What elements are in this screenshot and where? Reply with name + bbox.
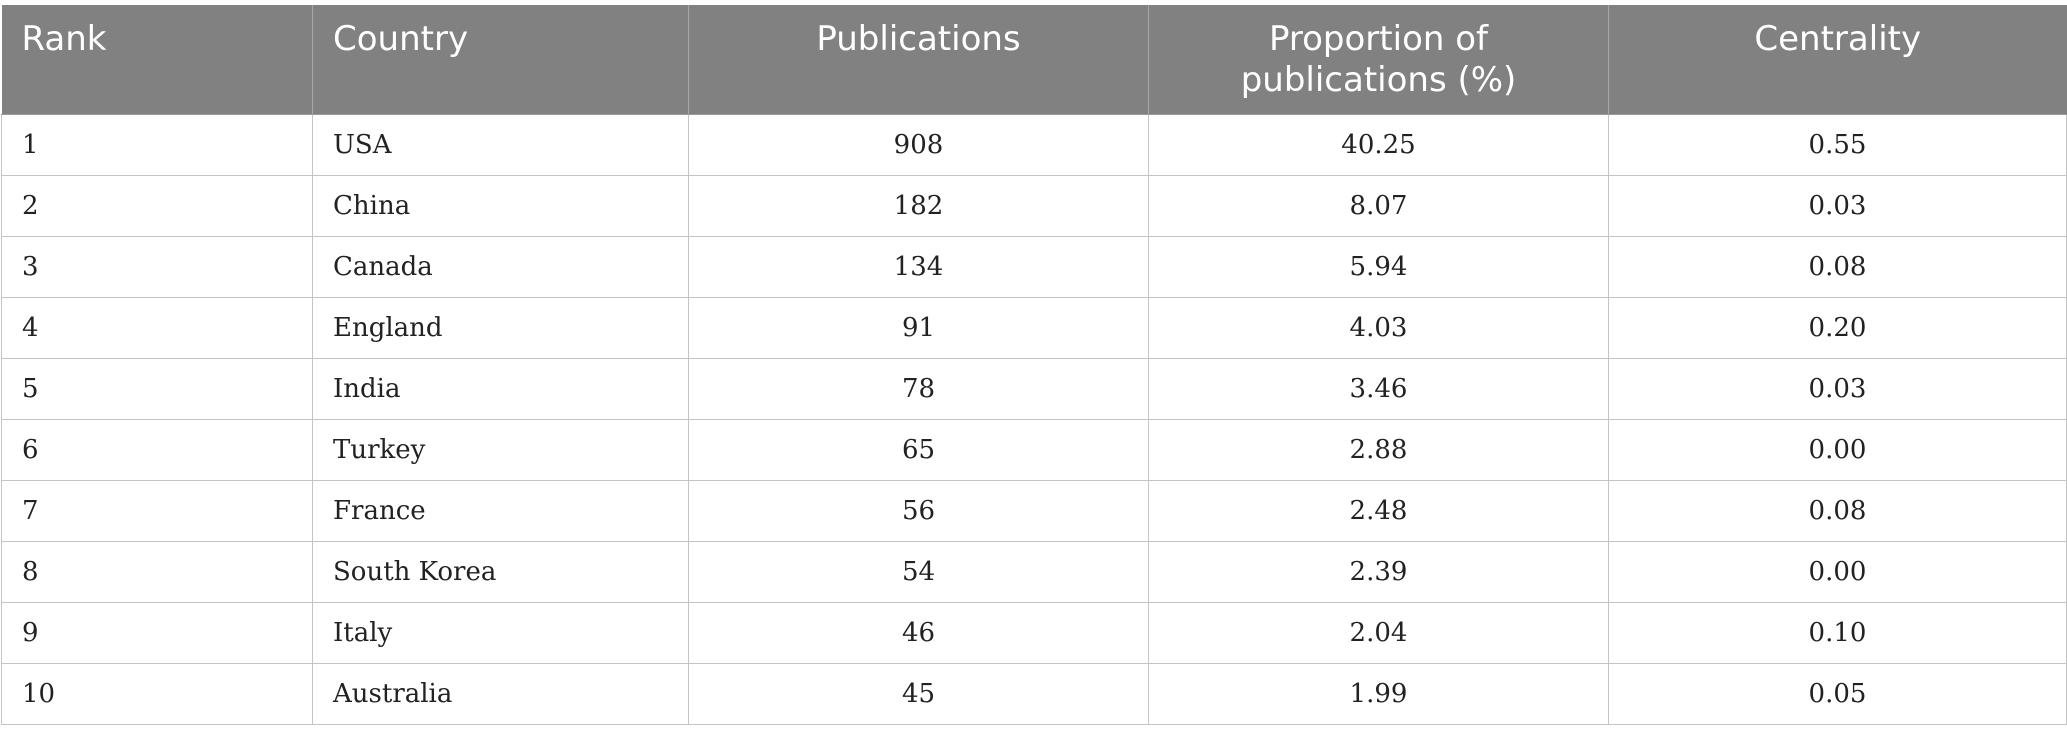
table-row: 6 Turkey 65 2.88 0.00 <box>1 418 2067 481</box>
cell-proportion: 2.04 <box>1148 601 1609 664</box>
cell-rank: 4 <box>1 296 313 359</box>
header-row: Rank Country Publications Proportion of p… <box>1 5 2067 115</box>
table-row: 3 Canada 134 5.94 0.08 <box>1 235 2067 298</box>
cell-centrality: 0.10 <box>1608 601 2067 664</box>
cell-centrality: 0.03 <box>1608 174 2067 237</box>
table-row: 5 India 78 3.46 0.03 <box>1 357 2067 420</box>
table-header: Rank Country Publications Proportion of p… <box>1 5 2067 115</box>
cell-centrality: 0.08 <box>1608 479 2067 542</box>
cell-centrality: 0.20 <box>1608 296 2067 359</box>
cell-proportion: 1.99 <box>1148 662 1609 725</box>
cell-country: South Korea <box>312 540 689 603</box>
cell-centrality: 0.05 <box>1608 662 2067 725</box>
cell-proportion: 4.03 <box>1148 296 1609 359</box>
cell-rank: 5 <box>1 357 313 420</box>
cell-rank: 3 <box>1 235 313 298</box>
cell-publications: 908 <box>688 113 1149 176</box>
cell-proportion: 2.39 <box>1148 540 1609 603</box>
table-row: 7 France 56 2.48 0.08 <box>1 479 2067 542</box>
table-row: 10 Australia 45 1.99 0.05 <box>1 662 2067 725</box>
cell-publications: 65 <box>688 418 1149 481</box>
cell-proportion: 8.07 <box>1148 174 1609 237</box>
header-publications: Publications <box>688 5 1149 115</box>
cell-country: Turkey <box>312 418 689 481</box>
cell-proportion: 3.46 <box>1148 357 1609 420</box>
table-row: 1 USA 908 40.25 0.55 <box>1 113 2067 176</box>
cell-rank: 1 <box>1 113 313 176</box>
cell-centrality: 0.00 <box>1608 418 2067 481</box>
cell-country: France <box>312 479 689 542</box>
cell-publications: 134 <box>688 235 1149 298</box>
cell-publications: 56 <box>688 479 1149 542</box>
cell-centrality: 0.03 <box>1608 357 2067 420</box>
cell-country: China <box>312 174 689 237</box>
cell-publications: 91 <box>688 296 1149 359</box>
cell-country: Australia <box>312 662 689 725</box>
country-publications-table-container: Rank Country Publications Proportion of p… <box>1 5 2067 725</box>
table-row: 2 China 182 8.07 0.03 <box>1 174 2067 237</box>
cell-country: India <box>312 357 689 420</box>
header-centrality: Centrality <box>1608 5 2067 115</box>
header-proportion-line1: Proportion of <box>1268 19 1488 59</box>
cell-centrality: 0.55 <box>1608 113 2067 176</box>
cell-country: Canada <box>312 235 689 298</box>
cell-proportion: 5.94 <box>1148 235 1609 298</box>
cell-country: England <box>312 296 689 359</box>
cell-publications: 46 <box>688 601 1149 664</box>
cell-publications: 54 <box>688 540 1149 603</box>
country-publications-table: Rank Country Publications Proportion of p… <box>1 5 2067 725</box>
cell-country: USA <box>312 113 689 176</box>
cell-rank: 6 <box>1 418 313 481</box>
cell-rank: 7 <box>1 479 313 542</box>
cell-country: Italy <box>312 601 689 664</box>
cell-publications: 182 <box>688 174 1149 237</box>
cell-centrality: 0.00 <box>1608 540 2067 603</box>
cell-rank: 2 <box>1 174 313 237</box>
cell-proportion: 2.88 <box>1148 418 1609 481</box>
header-proportion-line2: publications (%) <box>1240 60 1517 100</box>
cell-publications: 78 <box>688 357 1149 420</box>
table-row: 4 England 91 4.03 0.20 <box>1 296 2067 359</box>
table-row: 8 South Korea 54 2.39 0.00 <box>1 540 2067 603</box>
cell-centrality: 0.08 <box>1608 235 2067 298</box>
table-row: 9 Italy 46 2.04 0.10 <box>1 601 2067 664</box>
cell-publications: 45 <box>688 662 1149 725</box>
header-rank: Rank <box>1 5 313 115</box>
cell-proportion: 40.25 <box>1148 113 1609 176</box>
cell-rank: 10 <box>1 662 313 725</box>
header-country: Country <box>312 5 689 115</box>
cell-proportion: 2.48 <box>1148 479 1609 542</box>
cell-rank: 9 <box>1 601 313 664</box>
header-proportion: Proportion of publications (%) <box>1148 5 1609 115</box>
cell-rank: 8 <box>1 540 313 603</box>
table-body: 1 USA 908 40.25 0.55 2 China 182 8.07 0.… <box>1 113 2067 725</box>
